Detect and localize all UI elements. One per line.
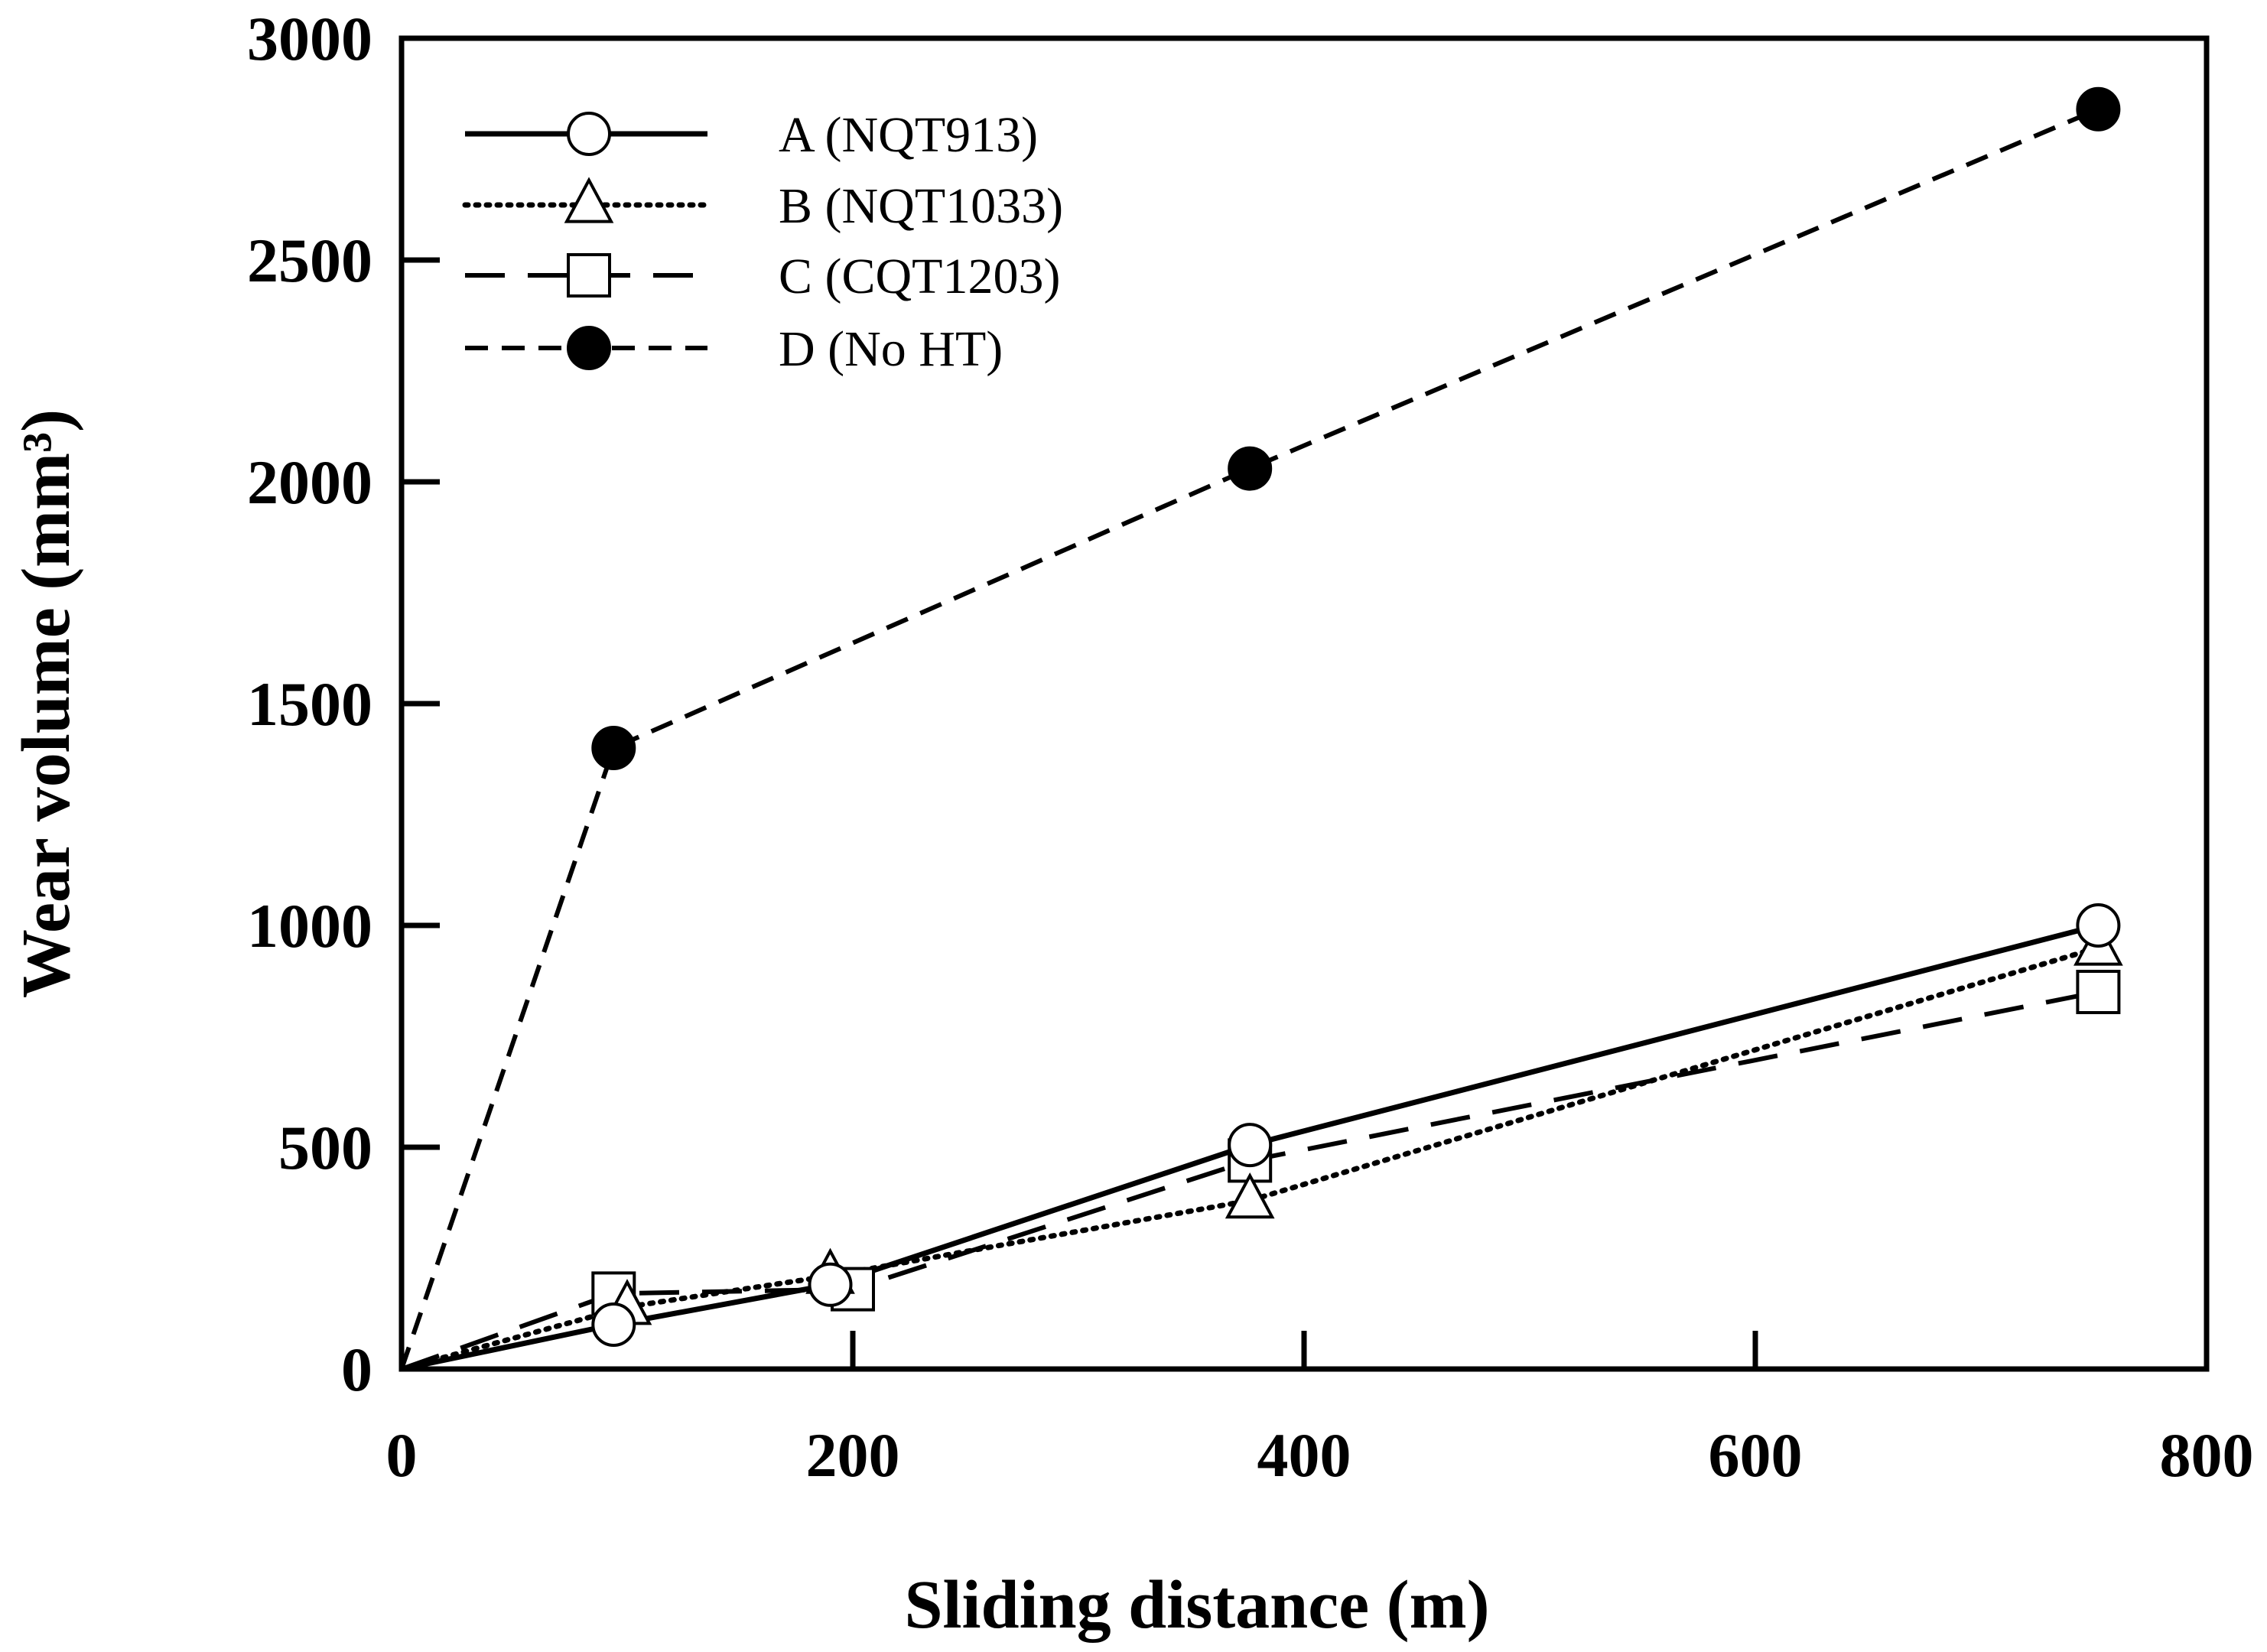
x-tick-label: 400 — [1257, 1420, 1351, 1490]
legend-label-2: C (CQT1203) — [779, 249, 1060, 304]
y-tick-label: 0 — [341, 1335, 372, 1404]
series-markers — [591, 86, 2123, 1347]
y-tick-label: 2500 — [247, 226, 372, 295]
series-point-0 — [1228, 1123, 1273, 1168]
x-axis-title: Sliding distance (m) — [904, 1567, 1489, 1643]
legend-label-1: B (NQT1033) — [779, 178, 1063, 234]
legend-label-3: D (No HT) — [779, 321, 1003, 377]
legend-marker-0 — [567, 112, 611, 156]
y-tick-label: 1500 — [247, 669, 372, 739]
y-tick-label: 3000 — [247, 4, 372, 73]
y-tick-label: 2000 — [247, 447, 372, 517]
axis-tick-labels: 0 500 1000 1500 2000 2500 3000 0 200 400 600 800 — [247, 4, 2254, 1490]
series-point-1 — [1225, 1172, 1275, 1219]
y-tick-label: 1000 — [247, 891, 372, 961]
x-tick-label: 600 — [1709, 1420, 1803, 1490]
x-tick-label: 800 — [2160, 1420, 2254, 1490]
series-point-0 — [808, 1262, 853, 1307]
series-point-3 — [591, 726, 636, 770]
y-tick-label: 500 — [278, 1113, 372, 1182]
x-tick-label: 0 — [386, 1420, 418, 1490]
x-tick-label: 200 — [806, 1420, 900, 1490]
legend-marker-3 — [567, 326, 611, 370]
series-point-0 — [591, 1302, 636, 1347]
y-axis-title: Wear volume (mm³) — [8, 409, 84, 998]
series-point-3 — [2076, 86, 2121, 132]
legend-label-0: A (NQT913) — [779, 107, 1038, 163]
legend-marker-1 — [564, 177, 614, 223]
series-point-2 — [2076, 970, 2121, 1014]
axis-ticks — [402, 257, 1758, 1369]
series-point-3 — [1228, 446, 1273, 491]
series-line-3 — [399, 107, 2099, 1370]
legend: A (NQT913) B (NQT1033) C (CQT1203) D (No HT… — [462, 107, 1063, 377]
plot-frame — [398, 35, 2210, 1372]
legend-marker-2 — [567, 253, 611, 298]
series-point-0 — [2076, 903, 2121, 948]
